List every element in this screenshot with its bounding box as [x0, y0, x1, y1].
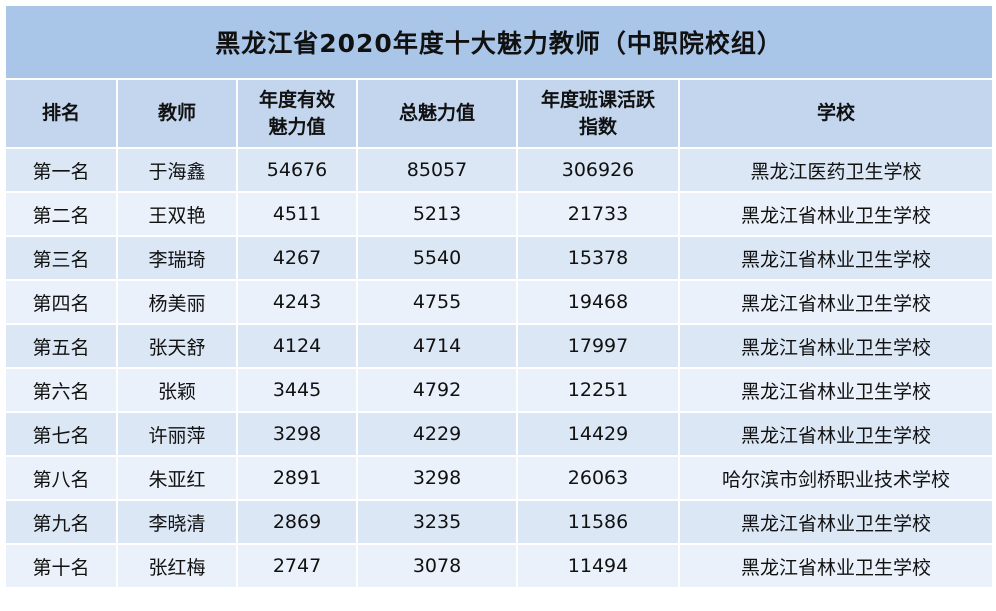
- table-title: 黑龙江省2020年度十大魅力教师（中职院校组）: [3, 4, 995, 80]
- header-activity-line2: 指数: [578, 115, 617, 138]
- cell-school: 黑龙江省林业卫生学校: [677, 191, 995, 237]
- header-row: 排名 教师 年度有效 魅力值 总魅力值 年度班课活跃 指数 学校: [4, 78, 995, 149]
- cell-total-charm: 4755: [356, 279, 518, 325]
- cell-rank: 第八名: [4, 455, 118, 501]
- table-row: 第一名 于海鑫 54676 85057 306926 黑龙江医药卫生学校: [4, 147, 995, 193]
- cell-total-charm: 85057: [356, 147, 518, 193]
- cell-teacher: 李晓清: [116, 499, 238, 545]
- header-school: 学校: [677, 78, 995, 149]
- cell-rank: 第六名: [4, 367, 118, 413]
- cell-annual-charm: 4243: [236, 279, 358, 325]
- ranking-table: 黑龙江省2020年度十大魅力教师（中职院校组） 排名 教师 年度有效 魅力值 总…: [3, 4, 995, 589]
- cell-school: 黑龙江省林业卫生学校: [677, 543, 995, 589]
- cell-annual-charm: 3445: [236, 367, 358, 413]
- cell-annual-charm: 2747: [236, 543, 358, 589]
- cell-activity: 14429: [516, 411, 680, 457]
- table-row: 第九名 李晓清 2869 3235 11586 黑龙江省林业卫生学校: [4, 499, 995, 545]
- cell-activity: 306926: [516, 147, 680, 193]
- header-annual-charm: 年度有效 魅力值: [236, 78, 358, 149]
- cell-annual-charm: 4511: [236, 191, 358, 237]
- cell-teacher: 张颖: [116, 367, 238, 413]
- cell-teacher: 王双艳: [116, 191, 238, 237]
- cell-teacher: 许丽萍: [116, 411, 238, 457]
- cell-activity: 15378: [516, 235, 680, 281]
- cell-annual-charm: 4267: [236, 235, 358, 281]
- cell-rank: 第十名: [4, 543, 118, 589]
- cell-total-charm: 4714: [356, 323, 518, 369]
- cell-total-charm: 3298: [356, 455, 518, 501]
- cell-school: 黑龙江省林业卫生学校: [677, 367, 995, 413]
- title-row: 黑龙江省2020年度十大魅力教师（中职院校组）: [3, 4, 995, 80]
- cell-total-charm: 5540: [356, 235, 518, 281]
- header-rank: 排名: [4, 78, 118, 149]
- cell-school: 黑龙江医药卫生学校: [677, 147, 995, 193]
- table-row: 第七名 许丽萍 3298 4229 14429 黑龙江省林业卫生学校: [4, 411, 995, 457]
- header-activity-line1: 年度班课活跃: [540, 88, 655, 111]
- cell-teacher: 于海鑫: [116, 147, 238, 193]
- cell-school: 黑龙江省林业卫生学校: [677, 323, 995, 369]
- cell-teacher: 李瑞琦: [116, 235, 238, 281]
- header-teacher: 教师: [116, 78, 238, 149]
- table-row: 第十名 张红梅 2747 3078 11494 黑龙江省林业卫生学校: [4, 543, 995, 589]
- header-activity: 年度班课活跃 指数: [516, 78, 680, 149]
- cell-activity: 26063: [516, 455, 680, 501]
- cell-annual-charm: 3298: [236, 411, 358, 457]
- cell-rank: 第九名: [4, 499, 118, 545]
- cell-activity: 21733: [516, 191, 680, 237]
- table-row: 第四名 杨美丽 4243 4755 19468 黑龙江省林业卫生学校: [4, 279, 995, 325]
- header-annual-charm-line1: 年度有效: [258, 88, 335, 111]
- cell-annual-charm: 2869: [236, 499, 358, 545]
- cell-rank: 第五名: [4, 323, 118, 369]
- cell-rank: 第七名: [4, 411, 118, 457]
- cell-rank: 第二名: [4, 191, 118, 237]
- table-row: 第八名 朱亚红 2891 3298 26063 哈尔滨市剑桥职业技术学校: [4, 455, 995, 501]
- cell-teacher: 张天舒: [116, 323, 238, 369]
- table-row: 第六名 张颖 3445 4792 12251 黑龙江省林业卫生学校: [4, 367, 995, 413]
- cell-total-charm: 3078: [356, 543, 518, 589]
- cell-activity: 17997: [516, 323, 680, 369]
- cell-teacher: 朱亚红: [116, 455, 238, 501]
- table-row: 第二名 王双艳 4511 5213 21733 黑龙江省林业卫生学校: [4, 191, 995, 237]
- cell-total-charm: 4792: [356, 367, 518, 413]
- cell-school: 黑龙江省林业卫生学校: [677, 235, 995, 281]
- cell-school: 黑龙江省林业卫生学校: [677, 411, 995, 457]
- cell-activity: 11586: [516, 499, 680, 545]
- cell-total-charm: 4229: [356, 411, 518, 457]
- cell-school: 黑龙江省林业卫生学校: [677, 499, 995, 545]
- cell-total-charm: 5213: [356, 191, 518, 237]
- cell-teacher: 杨美丽: [116, 279, 238, 325]
- table-row: 第五名 张天舒 4124 4714 17997 黑龙江省林业卫生学校: [4, 323, 995, 369]
- cell-activity: 19468: [516, 279, 680, 325]
- cell-rank: 第四名: [4, 279, 118, 325]
- cell-rank: 第一名: [4, 147, 118, 193]
- header-annual-charm-line2: 魅力值: [268, 115, 326, 138]
- header-total-charm: 总魅力值: [356, 78, 518, 149]
- cell-school: 哈尔滨市剑桥职业技术学校: [677, 455, 995, 501]
- cell-annual-charm: 54676: [236, 147, 358, 193]
- cell-total-charm: 3235: [356, 499, 518, 545]
- cell-rank: 第三名: [4, 235, 118, 281]
- cell-activity: 11494: [516, 543, 680, 589]
- table-row: 第三名 李瑞琦 4267 5540 15378 黑龙江省林业卫生学校: [4, 235, 995, 281]
- cell-annual-charm: 4124: [236, 323, 358, 369]
- cell-annual-charm: 2891: [236, 455, 358, 501]
- cell-teacher: 张红梅: [116, 543, 238, 589]
- cell-activity: 12251: [516, 367, 680, 413]
- cell-school: 黑龙江省林业卫生学校: [677, 279, 995, 325]
